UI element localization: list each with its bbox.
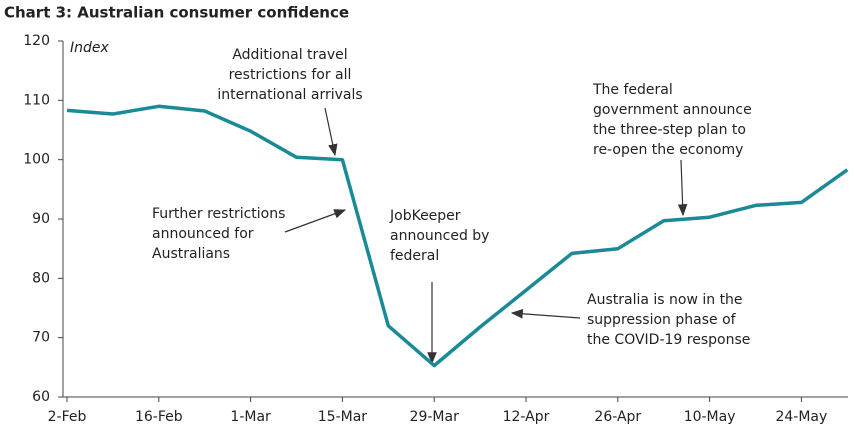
x-tick-label: 16-Feb <box>135 409 183 425</box>
y-tick-label: 110 <box>23 92 50 108</box>
x-tick-label: 26-Apr <box>594 409 641 425</box>
x-tick-label: 10-May <box>684 409 736 425</box>
y-tick-label: 80 <box>32 270 50 286</box>
annotation: Further restrictions <box>152 206 285 222</box>
x-tick-label: 15-Mar <box>318 409 368 425</box>
y-tick-label: 60 <box>32 389 50 405</box>
annotation-arrow <box>677 159 688 217</box>
annotation: government announce <box>593 102 752 118</box>
annotation: announced for <box>152 226 254 242</box>
annotation: restrictions for all <box>229 67 352 83</box>
annotation: international arrivals <box>217 87 362 103</box>
x-tick-label: 12-Apr <box>503 409 550 425</box>
x-tick-label: 2-Feb <box>48 409 87 425</box>
annotation: JobKeeper <box>389 208 461 224</box>
x-tick-label: 1-Mar <box>230 409 271 425</box>
annotation: The federal <box>592 82 673 98</box>
annotation-arrow <box>284 209 347 233</box>
annotation-arrow <box>324 107 338 157</box>
annotation: federal <box>390 248 439 264</box>
annotation: Australia is now in the <box>587 292 743 308</box>
annotation-arrow <box>510 309 581 319</box>
y-axis-label: Index <box>70 40 110 56</box>
annotation: the three-step plan to <box>593 122 746 138</box>
annotation: Additional travel <box>232 47 347 63</box>
annotation: re-open the economy <box>593 142 743 158</box>
data-line <box>66 104 849 368</box>
annotation: suppression phase of <box>587 312 737 328</box>
x-tick-label: 29-Mar <box>410 409 460 425</box>
annotation: the COVID-19 response <box>587 332 750 348</box>
y-tick-label: 120 <box>23 33 50 49</box>
chart-title: Chart 3: Australian consumer confidence <box>4 4 349 22</box>
x-tick-label: 24-May <box>775 409 827 425</box>
annotation: announced by <box>390 228 489 244</box>
annotation: Australians <box>152 246 230 262</box>
y-tick-label: 90 <box>32 211 50 227</box>
y-tick-label: 70 <box>32 330 50 346</box>
y-tick-label: 100 <box>23 152 50 168</box>
